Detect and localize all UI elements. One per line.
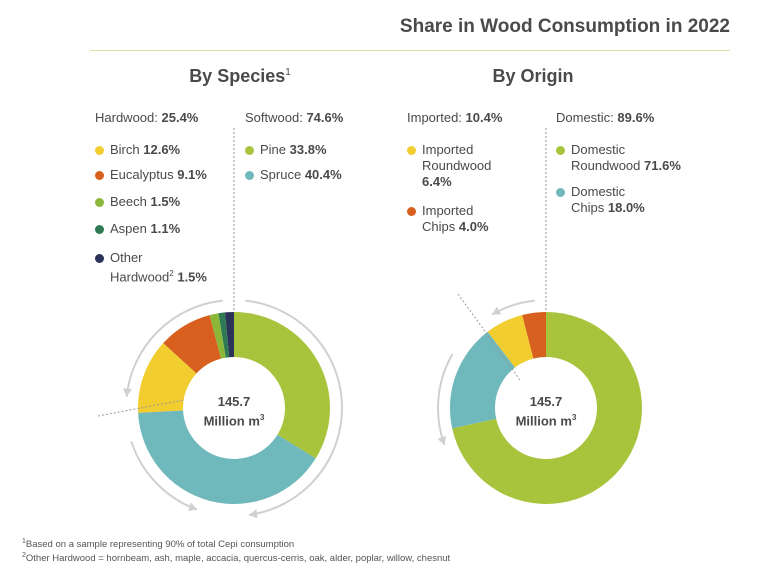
legend-value-spruce: 40.4% bbox=[304, 167, 342, 182]
species-center-label: 145.7 Million m3 bbox=[179, 394, 289, 429]
species-slice-birch bbox=[138, 343, 197, 413]
legend-label-domestic-chips-line2: Chips bbox=[571, 200, 605, 215]
origin-slice-imported-roundwood bbox=[487, 315, 534, 368]
origin-center-label: 145.7 Million m3 bbox=[491, 394, 601, 429]
legend-label-imported-chips-line2: Chips bbox=[422, 219, 456, 234]
legend-label-spruce: Spruce bbox=[260, 167, 302, 182]
legend-label-imported-rw-line2: Roundwood bbox=[422, 158, 492, 173]
species-slice-eucalyptus bbox=[163, 315, 222, 374]
legend-swatch-aspen bbox=[95, 225, 104, 234]
origin-domestic-arrow bbox=[437, 353, 454, 446]
species-hardwood-arrow-upper bbox=[125, 299, 223, 397]
origin-center-value: 145.7 bbox=[529, 394, 563, 409]
legend-swatch-spruce bbox=[245, 171, 254, 180]
legend-label-domestic-rw-line1: Domestic bbox=[571, 142, 626, 157]
legend-label-other-line2: Hardwood bbox=[110, 269, 170, 285]
softwood-header: Softwood: 74.6% bbox=[245, 110, 343, 125]
species-title-sup: 1 bbox=[285, 67, 291, 78]
legend-swatch-imported-roundwood bbox=[407, 146, 416, 155]
hardwood-header: Hardwood: 25.4% bbox=[95, 110, 198, 125]
species-title-text: By Species bbox=[189, 66, 286, 86]
species-slice-spruce bbox=[138, 410, 316, 505]
species-slice-pine bbox=[234, 311, 331, 459]
legend-label-birch: Birch bbox=[110, 142, 140, 157]
legend-value-domestic-roundwood: 71.6% bbox=[644, 158, 681, 173]
species-section-title: By Species1 bbox=[120, 66, 360, 87]
legend-value-domestic-chips: 18.0% bbox=[607, 200, 645, 215]
legend-value-imported-roundwood: 6.4% bbox=[422, 174, 452, 189]
legend-swatch-birch bbox=[95, 146, 104, 155]
origin-slice-domestic-roundwood bbox=[452, 312, 642, 504]
species-center-value: 145.7 bbox=[217, 394, 251, 409]
domestic-label: Domestic: bbox=[556, 110, 614, 125]
origin-center-unit: Million m bbox=[515, 413, 572, 429]
origin-imported-arrow-head bbox=[492, 306, 502, 315]
legend-value-imported-chips: 4.0% bbox=[458, 219, 489, 234]
legend-label-imported-rw-line1: Imported bbox=[422, 142, 474, 157]
legend-swatch-domestic-chips bbox=[556, 188, 565, 197]
imported-header: Imported: 10.4% bbox=[407, 110, 502, 125]
footnote-1-text: Based on a sample representing 90% of to… bbox=[25, 539, 295, 551]
domestic-header: Domestic: 89.6% bbox=[556, 110, 654, 125]
origin-slice-imported-chips bbox=[522, 312, 546, 359]
imported-value: 10.4% bbox=[465, 110, 503, 125]
imported-label: Imported: bbox=[407, 110, 462, 125]
origin-slice-domestic-chips bbox=[450, 331, 515, 429]
origin-center-unit-sup: 3 bbox=[571, 413, 577, 422]
legend-label-beech: Beech bbox=[110, 194, 147, 209]
page-title: Share in Wood Consumption in 2022 bbox=[399, 16, 730, 37]
species-softwood-arrow bbox=[245, 299, 343, 516]
origin-imported-divider bbox=[457, 293, 521, 381]
footnote-1: 1Based on a sample representing 90% of t… bbox=[22, 538, 294, 550]
legend-other-sup: 2 bbox=[169, 269, 174, 278]
species-slice-aspen bbox=[218, 312, 230, 358]
legend-label-domestic-chips-line1: Domestic bbox=[571, 184, 626, 199]
legend-swatch-imported-chips bbox=[407, 207, 416, 216]
legend-swatch-domestic-roundwood bbox=[556, 146, 565, 155]
legend-value-beech: 1.5% bbox=[150, 194, 181, 209]
origin-domestic-arrow-head bbox=[437, 435, 447, 445]
legend-value-pine: 33.8% bbox=[289, 142, 327, 157]
title-divider bbox=[90, 50, 730, 51]
legend-label-aspen: Aspen bbox=[110, 221, 147, 236]
footnote-2: 2Other Hardwood = hornbeam, ash, maple, … bbox=[22, 552, 450, 564]
domestic-value: 89.6% bbox=[617, 110, 655, 125]
legend-value-other-hardwood: 1.5% bbox=[177, 269, 207, 285]
legend-value-aspen: 1.1% bbox=[150, 221, 181, 236]
legend-label-imported-chips-line1: Imported bbox=[422, 203, 474, 218]
legend-label-pine: Pine bbox=[260, 142, 287, 157]
legend-label-other-line1: Other bbox=[110, 250, 143, 265]
legend-swatch-pine bbox=[245, 146, 254, 155]
legend-label-domestic-rw-line2: Roundwood bbox=[571, 158, 641, 173]
hardwood-value: 25.4% bbox=[161, 110, 199, 125]
species-softwood-arrow-head bbox=[249, 509, 258, 519]
legend-swatch-beech bbox=[95, 198, 104, 207]
species-slice-other-hardwood bbox=[224, 312, 234, 358]
hardwood-label: Hardwood: bbox=[95, 110, 158, 125]
origin-section-title: By Origin bbox=[492, 66, 574, 86]
species-hardwood-arrow-upper-head bbox=[122, 388, 132, 397]
footnote-1-sup: 1 bbox=[22, 538, 26, 545]
softwood-label: Softwood: bbox=[245, 110, 303, 125]
legend-value-eucalyptus: 9.1% bbox=[177, 167, 207, 182]
species-hardwood-arrow-lower bbox=[130, 441, 198, 511]
footnote-2-sup: 2 bbox=[22, 552, 26, 559]
legend-swatch-other-hardwood bbox=[95, 254, 104, 263]
species-center-unit: Million m bbox=[203, 413, 260, 429]
softwood-value: 74.6% bbox=[306, 110, 344, 125]
species-center-unit-sup: 3 bbox=[259, 413, 265, 422]
legend-swatch-eucalyptus bbox=[95, 171, 104, 180]
species-hardwood-arrow-lower-head bbox=[188, 502, 198, 511]
legend-label-eucalyptus: Eucalyptus bbox=[110, 167, 174, 182]
species-hardwood-divider bbox=[97, 399, 185, 417]
footnote-2-text: Other Hardwood = hornbeam, ash, maple, a… bbox=[25, 553, 451, 565]
legend-value-birch: 12.6% bbox=[143, 142, 181, 157]
species-slice-beech bbox=[209, 313, 226, 359]
